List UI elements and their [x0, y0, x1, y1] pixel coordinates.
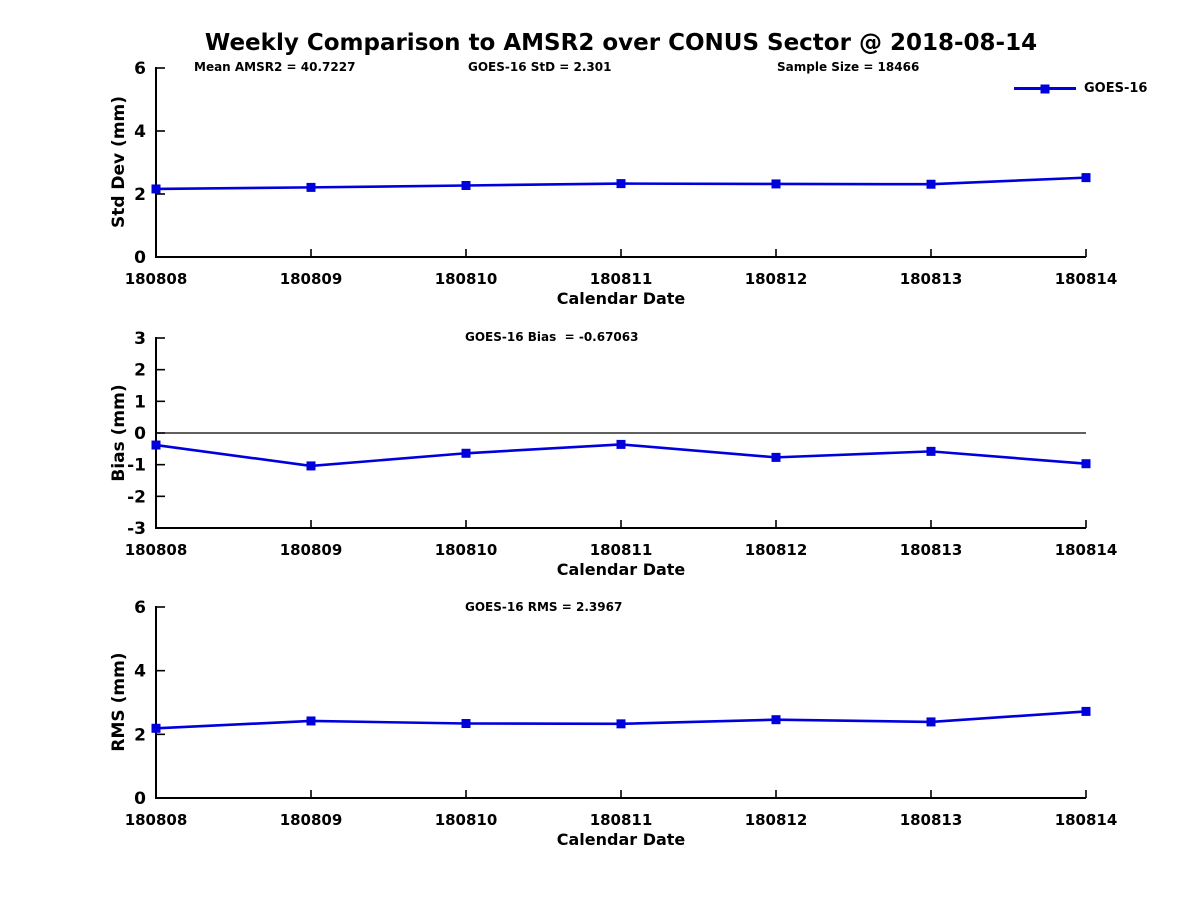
annotation-goes16-std: GOES-16 StD = 2.301 — [468, 60, 612, 74]
y-tick-label: 4 — [134, 122, 146, 142]
y-tick-label: -3 — [127, 519, 146, 539]
y-tick-label: 2 — [134, 361, 146, 381]
x-tick-label: 180811 — [590, 270, 653, 288]
x-tick-label: 180814 — [1055, 811, 1118, 829]
data-point-marker — [616, 439, 626, 449]
data-point-marker — [771, 179, 781, 189]
y-tick-label: -1 — [127, 456, 146, 476]
y-tick-label: 2 — [134, 725, 146, 745]
x-tick-label: 180808 — [125, 270, 188, 288]
data-point-marker — [771, 715, 781, 725]
y-tick-label: 6 — [134, 598, 146, 618]
y-tick-label: 6 — [134, 59, 146, 79]
x-axis-title-top: Calendar Date — [556, 289, 686, 308]
data-point-marker — [151, 440, 161, 450]
x-tick-label: 180814 — [1055, 270, 1118, 288]
x-tick-label: 180810 — [435, 541, 498, 559]
y-tick-label: 0 — [134, 248, 146, 268]
data-point-marker — [926, 446, 936, 456]
x-tick-label: 180809 — [280, 811, 343, 829]
x-tick-label: 180810 — [435, 270, 498, 288]
data-point-marker — [461, 448, 471, 458]
data-point-marker — [461, 180, 471, 190]
page-title: Weekly Comparison to AMSR2 over CONUS Se… — [204, 30, 1038, 56]
data-point-marker — [461, 719, 471, 729]
x-tick-label: 180812 — [745, 270, 808, 288]
x-tick-label: 180809 — [280, 270, 343, 288]
x-tick-label: 180812 — [745, 811, 808, 829]
legend-line-sample — [1014, 84, 1076, 93]
data-point-marker — [151, 184, 161, 194]
y-tick-label: 0 — [134, 424, 146, 444]
x-tick-label: 180812 — [745, 541, 808, 559]
data-point-marker — [1081, 459, 1091, 469]
data-point-marker — [306, 182, 316, 192]
data-point-marker — [306, 716, 316, 726]
annotation-mean-amsr2: Mean AMSR2 = 40.7227 — [194, 60, 356, 74]
y-tick-label: 3 — [134, 329, 146, 349]
x-tick-label: 180810 — [435, 811, 498, 829]
data-point-marker — [616, 719, 626, 729]
x-tick-label: 180814 — [1055, 541, 1118, 559]
y-tick-label: 2 — [134, 185, 146, 205]
x-tick-label: 180813 — [900, 541, 963, 559]
x-tick-label: 180813 — [900, 270, 963, 288]
legend-square-marker-icon — [1040, 84, 1050, 93]
x-tick-label: 180808 — [125, 541, 188, 559]
annotation-sample-size: Sample Size = 18466 — [777, 60, 920, 74]
y-tick-label: 4 — [134, 662, 146, 682]
data-point-marker — [306, 461, 316, 471]
data-point-marker — [616, 179, 626, 189]
data-point-marker — [1081, 173, 1091, 183]
data-point-marker — [151, 723, 161, 733]
legend: GOES-16 — [1014, 80, 1147, 97]
data-point-marker — [1081, 706, 1091, 716]
annotation-goes16-rms: GOES-16 RMS = 2.3967 — [465, 600, 623, 614]
annotation-goes16-bias: GOES-16 Bias = -0.67063 — [465, 330, 639, 344]
data-point-marker — [926, 717, 936, 727]
y-tick-label: -2 — [127, 487, 146, 507]
data-point-marker — [926, 179, 936, 189]
data-point-marker — [771, 452, 781, 462]
y-tick-label: 0 — [134, 789, 146, 809]
legend-label-goes16: GOES-16 — [1084, 81, 1148, 96]
y-tick-label: 1 — [134, 392, 146, 412]
x-tick-label: 180811 — [590, 811, 653, 829]
x-tick-label: 180809 — [280, 541, 343, 559]
x-tick-label: 180813 — [900, 811, 963, 829]
x-tick-label: 180811 — [590, 541, 653, 559]
x-tick-label: 180808 — [125, 811, 188, 829]
x-axis-title-bottom: Calendar Date — [556, 830, 686, 849]
x-axis-title-middle: Calendar Date — [556, 560, 686, 579]
